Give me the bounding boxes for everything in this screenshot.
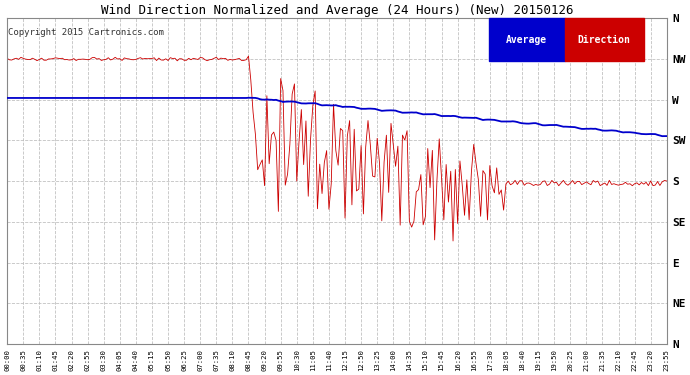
Title: Wind Direction Normalized and Average (24 Hours) (New) 20150126: Wind Direction Normalized and Average (2…	[101, 4, 573, 17]
FancyBboxPatch shape	[489, 18, 564, 61]
FancyBboxPatch shape	[564, 18, 644, 61]
Text: Direction: Direction	[578, 34, 631, 45]
Text: Average: Average	[506, 34, 547, 45]
Text: Copyright 2015 Cartronics.com: Copyright 2015 Cartronics.com	[8, 28, 164, 37]
